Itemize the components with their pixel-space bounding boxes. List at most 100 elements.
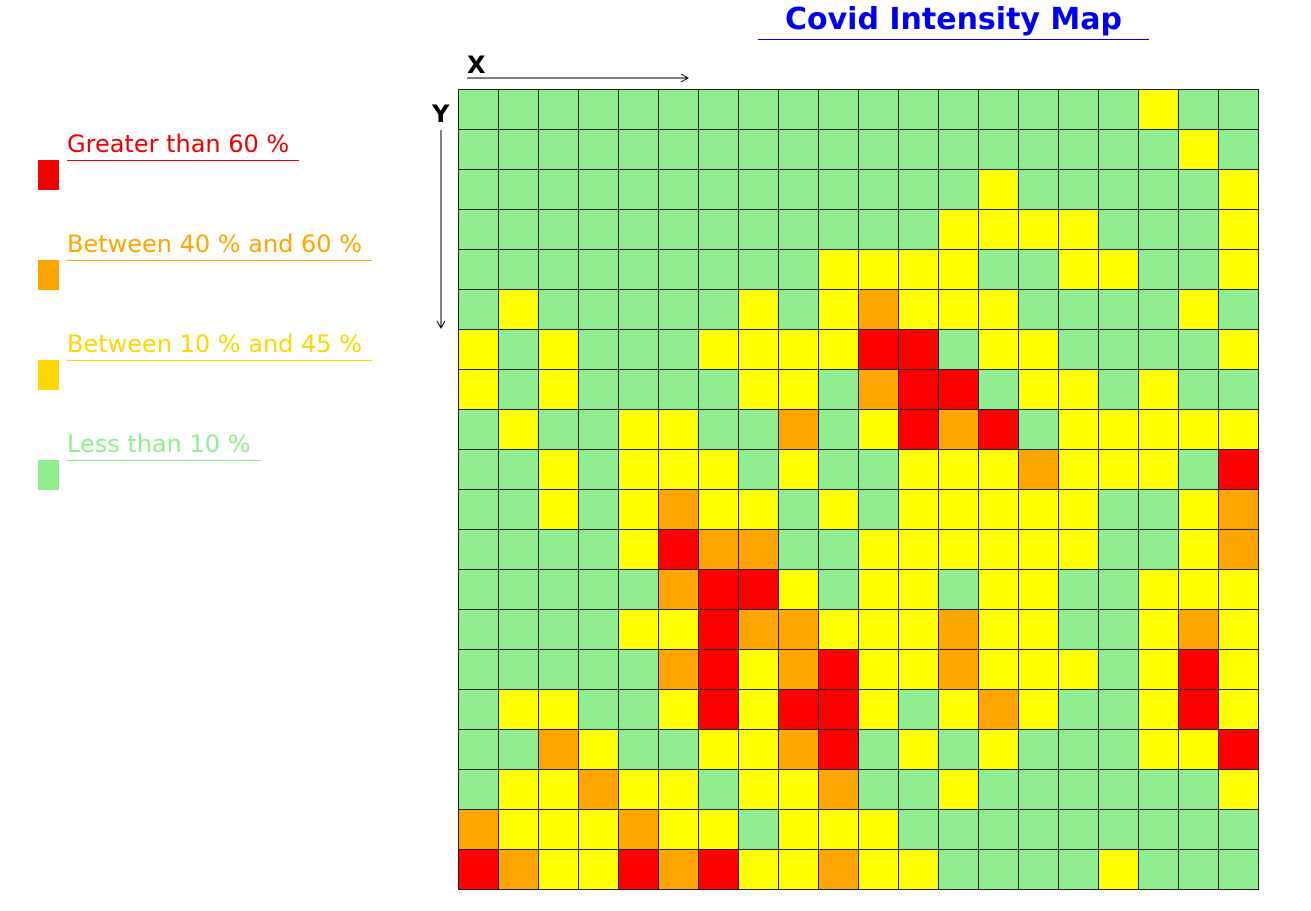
heatmap-cell-r8-c12	[938, 409, 979, 450]
heatmap-cell-r8-c5	[658, 409, 699, 450]
heatmap-grid	[458, 89, 1259, 890]
heatmap-cell-r3-c8	[778, 209, 819, 250]
heatmap-cell-r8-c13	[978, 409, 1019, 450]
heatmap-cell-r4-c19	[1218, 249, 1259, 290]
heatmap-cell-r11-c1	[498, 529, 539, 570]
heatmap-cell-r17-c18	[1178, 769, 1219, 810]
x-axis-label: X	[467, 51, 486, 79]
heatmap-cell-r6-c17	[1138, 329, 1179, 370]
legend-label-10-45: Between 10 % and 45 %	[67, 330, 372, 361]
heatmap-cell-r9-c13	[978, 449, 1019, 490]
heatmap-cell-r10-c4	[618, 489, 659, 530]
heatmap-cell-r1-c14	[1018, 129, 1059, 170]
heatmap-cell-r15-c14	[1018, 689, 1059, 730]
heatmap-cell-r16-c9	[818, 729, 859, 770]
heatmap-cell-r7-c9	[818, 369, 859, 410]
heatmap-cell-r5-c4	[618, 289, 659, 330]
heatmap-cell-r15-c3	[578, 689, 619, 730]
heatmap-cell-r16-c3	[578, 729, 619, 770]
heatmap-cell-r7-c6	[698, 369, 739, 410]
heatmap-cell-r1-c9	[818, 129, 859, 170]
heatmap-cell-r0-c8	[778, 89, 819, 130]
heatmap-cell-r9-c6	[698, 449, 739, 490]
heatmap-cell-r1-c18	[1178, 129, 1219, 170]
heatmap-cell-r3-c7	[738, 209, 779, 250]
heatmap-cell-r8-c15	[1058, 409, 1099, 450]
heatmap-cell-r13-c15	[1058, 609, 1099, 650]
heatmap-cell-r9-c7	[738, 449, 779, 490]
heatmap-cell-r0-c5	[658, 89, 699, 130]
y-axis-arrowhead	[436, 320, 446, 330]
heatmap-cell-r19-c7	[738, 849, 779, 890]
heatmap-cell-r5-c2	[538, 289, 579, 330]
heatmap-cell-r19-c15	[1058, 849, 1099, 890]
heatmap-cell-r3-c19	[1218, 209, 1259, 250]
heatmap-cell-r15-c6	[698, 689, 739, 730]
heatmap-cell-r19-c12	[938, 849, 979, 890]
heatmap-cell-r10-c12	[938, 489, 979, 530]
heatmap-cell-r3-c16	[1098, 209, 1139, 250]
heatmap-cell-r14-c8	[778, 649, 819, 690]
heatmap-cell-r14-c6	[698, 649, 739, 690]
heatmap-cell-r12-c13	[978, 569, 1019, 610]
heatmap-cell-r2-c16	[1098, 169, 1139, 210]
heatmap-cell-r12-c5	[658, 569, 699, 610]
heatmap-cell-r7-c17	[1138, 369, 1179, 410]
heatmap-cell-r9-c18	[1178, 449, 1219, 490]
heatmap-cell-r19-c14	[1018, 849, 1059, 890]
heatmap-cell-r2-c19	[1218, 169, 1259, 210]
heatmap-cell-r19-c13	[978, 849, 1019, 890]
heatmap-cell-r4-c17	[1138, 249, 1179, 290]
heatmap-cell-r10-c18	[1178, 489, 1219, 530]
heatmap-cell-r9-c1	[498, 449, 539, 490]
heatmap-cell-r19-c0	[458, 849, 499, 890]
heatmap-cell-r11-c9	[818, 529, 859, 570]
legend-swatch-10-45	[38, 360, 59, 390]
heatmap-cell-r13-c2	[538, 609, 579, 650]
heatmap-cell-r4-c9	[818, 249, 859, 290]
heatmap-cell-r3-c13	[978, 209, 1019, 250]
heatmap-cell-r1-c15	[1058, 129, 1099, 170]
heatmap-cell-r19-c9	[818, 849, 859, 890]
heatmap-cell-r7-c5	[658, 369, 699, 410]
heatmap-cell-r12-c11	[898, 569, 939, 610]
heatmap-cell-r12-c15	[1058, 569, 1099, 610]
heatmap-cell-r9-c3	[578, 449, 619, 490]
heatmap-cell-r8-c14	[1018, 409, 1059, 450]
heatmap-cell-r10-c5	[658, 489, 699, 530]
heatmap-cell-r10-c3	[578, 489, 619, 530]
heatmap-cell-r7-c11	[898, 369, 939, 410]
heatmap-cell-r8-c6	[698, 409, 739, 450]
heatmap-cell-r3-c2	[538, 209, 579, 250]
heatmap-cell-r5-c12	[938, 289, 979, 330]
heatmap-cell-r3-c12	[938, 209, 979, 250]
heatmap-cell-r19-c10	[858, 849, 899, 890]
heatmap-cell-r6-c0	[458, 329, 499, 370]
heatmap-cell-r17-c11	[898, 769, 939, 810]
heatmap-cell-r18-c19	[1218, 809, 1259, 850]
heatmap-cell-r14-c17	[1138, 649, 1179, 690]
heatmap-cell-r2-c2	[538, 169, 579, 210]
heatmap-cell-r6-c8	[778, 329, 819, 370]
heatmap-cell-r5-c17	[1138, 289, 1179, 330]
heatmap-cell-r14-c11	[898, 649, 939, 690]
heatmap-cell-r13-c8	[778, 609, 819, 650]
heatmap-cell-r17-c13	[978, 769, 1019, 810]
heatmap-cell-r1-c10	[858, 129, 899, 170]
heatmap-cell-r4-c6	[698, 249, 739, 290]
heatmap-cell-r10-c1	[498, 489, 539, 530]
heatmap-cell-r15-c16	[1098, 689, 1139, 730]
heatmap-cell-r5-c5	[658, 289, 699, 330]
heatmap-cell-r0-c3	[578, 89, 619, 130]
heatmap-cell-r11-c7	[738, 529, 779, 570]
heatmap-cell-r9-c17	[1138, 449, 1179, 490]
heatmap-cell-r9-c2	[538, 449, 579, 490]
heatmap-cell-r7-c14	[1018, 369, 1059, 410]
heatmap-cell-r12-c9	[818, 569, 859, 610]
heatmap-cell-r2-c10	[858, 169, 899, 210]
heatmap-cell-r18-c1	[498, 809, 539, 850]
heatmap-cell-r6-c10	[858, 329, 899, 370]
heatmap-cell-r0-c12	[938, 89, 979, 130]
heatmap-cell-r4-c16	[1098, 249, 1139, 290]
heatmap-cell-r14-c1	[498, 649, 539, 690]
